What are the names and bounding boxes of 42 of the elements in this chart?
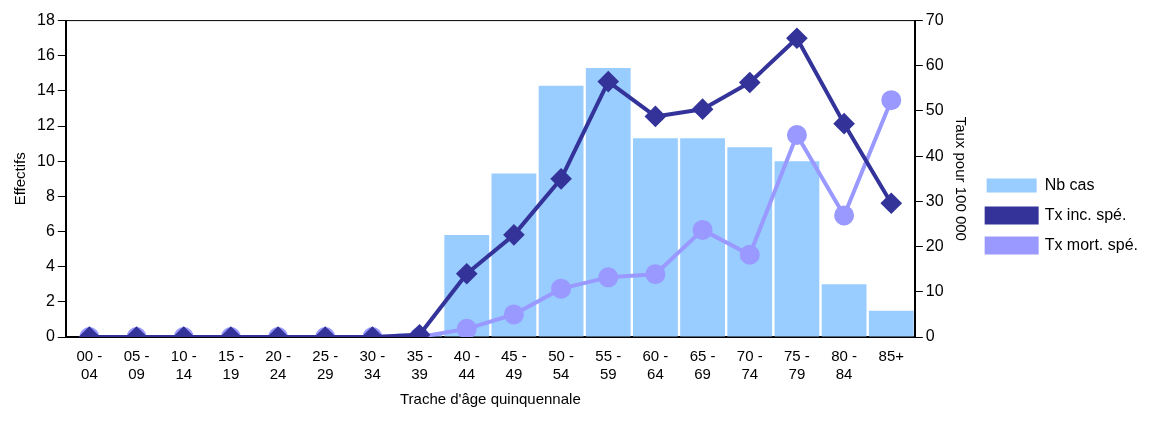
x-tick-label: 35 - 39 bbox=[406, 347, 433, 383]
x-tick-label: 10 - 14 bbox=[170, 347, 197, 383]
x-tick-label: 85+ bbox=[878, 347, 905, 365]
y-tick-label: 6 bbox=[45, 221, 55, 239]
y-tick-label: 0 bbox=[45, 327, 55, 345]
x-tick-label: 05 - 09 bbox=[123, 347, 150, 383]
x-tick-label: 55 - 59 bbox=[595, 347, 622, 383]
y2-tick-label: 20 bbox=[925, 237, 944, 255]
y-tick-label: 16 bbox=[37, 46, 55, 64]
x-axis-title: Trache d'âge quinquennale bbox=[399, 390, 581, 408]
x-tick-label: 15 - 19 bbox=[217, 347, 244, 383]
x-tick-label: 30 - 34 bbox=[359, 347, 386, 383]
y-tick-label: 2 bbox=[45, 292, 55, 310]
legend-label: Nb cas bbox=[1044, 175, 1095, 193]
x-tick-label: 60 - 64 bbox=[642, 347, 669, 383]
legend-label: Tx mort. spé. bbox=[1044, 235, 1139, 253]
y-axis-title: Effectifs bbox=[11, 152, 29, 206]
x-tick-label: 50 - 54 bbox=[548, 347, 575, 383]
y2-tick-label: 50 bbox=[925, 101, 944, 119]
y-tick-label: 12 bbox=[37, 116, 55, 134]
legend-label: Tx inc. spé. bbox=[1044, 205, 1127, 223]
y2-tick-label: 10 bbox=[925, 282, 944, 300]
x-tick-label: 70 - 74 bbox=[736, 347, 763, 383]
x-tick-label: 45 - 49 bbox=[500, 347, 527, 383]
y2-axis-title: Taux pour 100 000 bbox=[952, 116, 970, 241]
x-tick-label: 75 - 79 bbox=[784, 347, 810, 383]
y2-tick-label: 30 bbox=[925, 191, 944, 209]
x-tick-label: 40 - 44 bbox=[453, 347, 480, 383]
x-tick-label: 00 - 04 bbox=[76, 347, 103, 383]
y-tick-label: 14 bbox=[37, 81, 55, 99]
y2-tick-label: 40 bbox=[925, 146, 944, 164]
y-tick-label: 8 bbox=[45, 186, 55, 204]
y2-tick-label: 60 bbox=[925, 56, 944, 74]
y-tick-label: 4 bbox=[45, 257, 55, 275]
x-tick-label: 20 - 24 bbox=[265, 347, 291, 383]
y2-tick-label: 0 bbox=[925, 327, 935, 345]
y-tick-label: 18 bbox=[37, 11, 55, 29]
x-tick-label: 80 - 84 bbox=[831, 347, 858, 383]
x-tick-label: 65 - 69 bbox=[689, 347, 716, 383]
y2-tick-label: 70 bbox=[925, 11, 944, 29]
y-tick-label: 10 bbox=[37, 151, 55, 169]
x-tick-label: 25 - 29 bbox=[312, 347, 339, 383]
